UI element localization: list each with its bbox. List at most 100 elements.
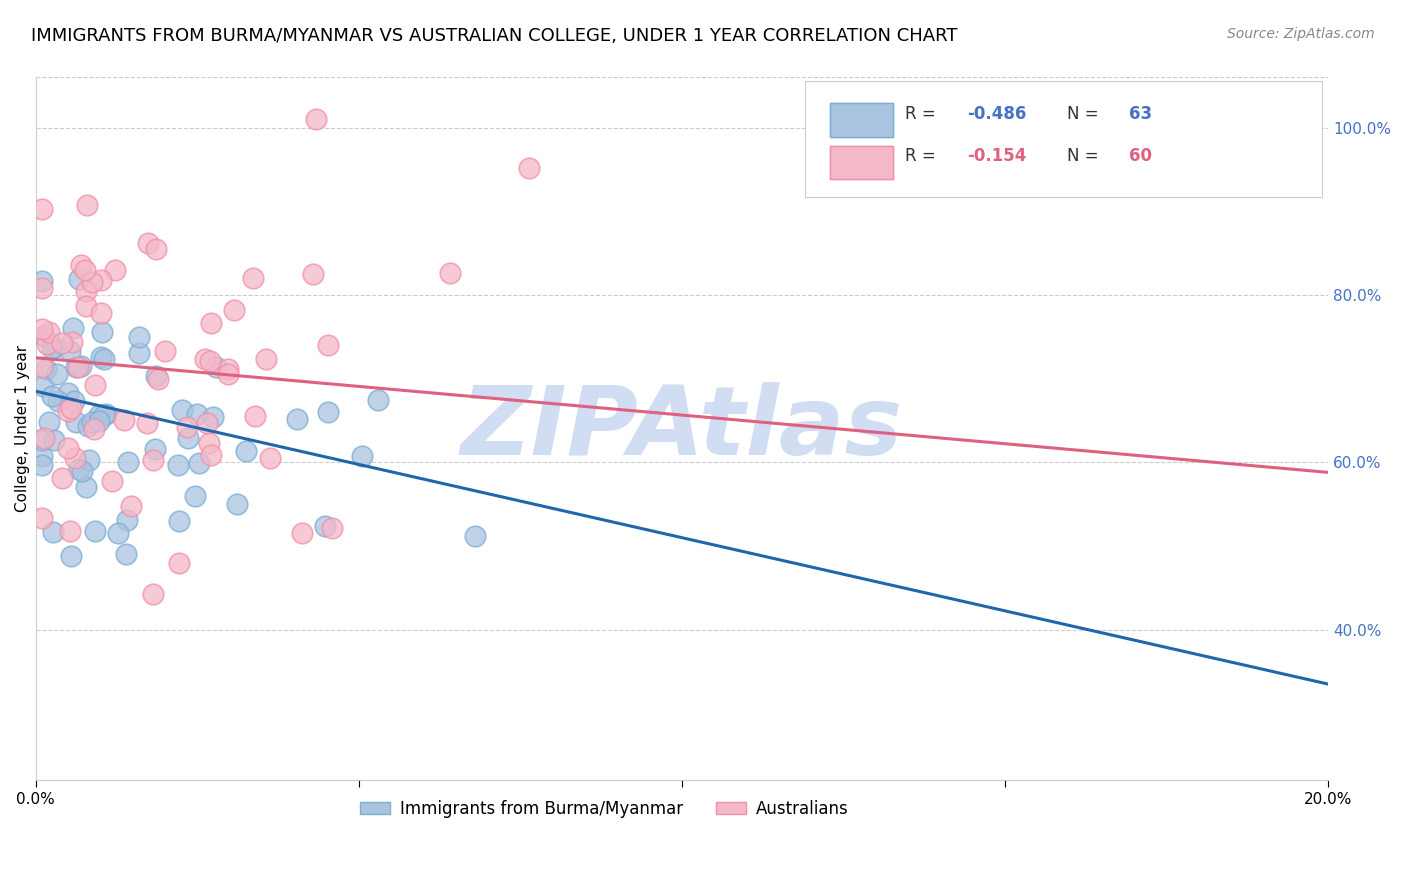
Point	[59, 344, 82, 359]
Point	[75, 479, 97, 493]
Point	[243, 409, 266, 423]
Point	[31, 511, 53, 525]
Point	[93, 408, 115, 422]
Point	[41, 389, 63, 403]
Point	[77, 419, 100, 434]
Point	[198, 354, 221, 368]
Legend: Immigrants from Burma/Myanmar, Australians: Immigrants from Burma/Myanmar, Australia…	[353, 793, 856, 825]
Point	[31, 359, 53, 374]
Point	[67, 272, 90, 286]
Point	[146, 372, 169, 386]
Point	[517, 161, 540, 175]
Point	[73, 263, 96, 277]
Point	[217, 362, 239, 376]
Point	[101, 475, 124, 489]
Point	[31, 202, 53, 216]
Point	[83, 422, 105, 436]
Point	[145, 242, 167, 256]
Point	[90, 273, 112, 287]
Text: R =: R =	[905, 105, 942, 123]
Text: R =: R =	[905, 147, 942, 165]
Point	[70, 464, 93, 478]
Point	[38, 416, 60, 430]
Point	[90, 350, 112, 364]
Point	[112, 413, 135, 427]
Point	[316, 405, 339, 419]
Point	[302, 267, 325, 281]
Point	[352, 450, 374, 464]
Y-axis label: College, Under 1 year: College, Under 1 year	[15, 345, 30, 512]
Text: Source: ZipAtlas.com: Source: ZipAtlas.com	[1227, 27, 1375, 41]
Text: 60: 60	[1129, 147, 1152, 165]
Point	[84, 377, 107, 392]
Text: -0.486: -0.486	[967, 105, 1026, 123]
Point	[169, 514, 191, 528]
Point	[56, 441, 79, 455]
Point	[259, 450, 281, 465]
Point	[242, 271, 264, 285]
Point	[166, 458, 188, 473]
Point	[59, 549, 82, 563]
Point	[46, 368, 69, 382]
Point	[31, 274, 53, 288]
Point	[51, 471, 73, 485]
Point	[31, 322, 53, 336]
Point	[60, 335, 83, 350]
Text: 63: 63	[1129, 105, 1152, 123]
Point	[89, 414, 111, 428]
Point	[224, 303, 246, 318]
Point	[367, 393, 389, 408]
Text: IMMIGRANTS FROM BURMA/MYANMAR VS AUSTRALIAN COLLEGE, UNDER 1 YEAR CORRELATION CH: IMMIGRANTS FROM BURMA/MYANMAR VS AUSTRAL…	[31, 27, 957, 45]
Point	[32, 329, 55, 343]
Point	[287, 412, 309, 426]
Point	[31, 449, 53, 463]
Point	[35, 337, 58, 351]
Point	[31, 281, 53, 295]
Point	[314, 519, 336, 533]
Point	[82, 415, 104, 429]
FancyBboxPatch shape	[831, 103, 893, 137]
Point	[58, 524, 80, 539]
Point	[90, 306, 112, 320]
Point	[235, 444, 257, 458]
Point	[316, 337, 339, 351]
Point	[51, 336, 73, 351]
Point	[65, 360, 87, 375]
Point	[304, 112, 326, 127]
Point	[63, 393, 86, 408]
Text: ZIPAtlas: ZIPAtlas	[461, 383, 903, 475]
Point	[41, 341, 63, 355]
Point	[202, 409, 225, 424]
Point	[184, 490, 207, 504]
Point	[65, 415, 87, 429]
Point	[42, 434, 65, 448]
Point	[256, 352, 278, 367]
Point	[107, 525, 129, 540]
Point	[82, 275, 104, 289]
Point	[44, 340, 66, 354]
Point	[76, 197, 98, 211]
Point	[194, 352, 217, 367]
Point	[135, 417, 157, 431]
Point	[70, 359, 93, 373]
Point	[321, 521, 343, 535]
Point	[187, 457, 209, 471]
Point	[439, 266, 461, 280]
Point	[93, 351, 115, 366]
Point	[170, 402, 193, 417]
Point	[200, 316, 222, 330]
Point	[69, 259, 91, 273]
Point	[56, 404, 79, 418]
Point	[42, 524, 65, 539]
Point	[38, 326, 60, 340]
Point	[84, 524, 107, 538]
Point	[32, 379, 55, 393]
Point	[104, 262, 127, 277]
Text: N =: N =	[1067, 105, 1104, 123]
Point	[136, 235, 159, 250]
Point	[464, 529, 486, 543]
Point	[176, 431, 198, 445]
Point	[291, 526, 314, 541]
Point	[128, 346, 150, 360]
Point	[75, 299, 97, 313]
